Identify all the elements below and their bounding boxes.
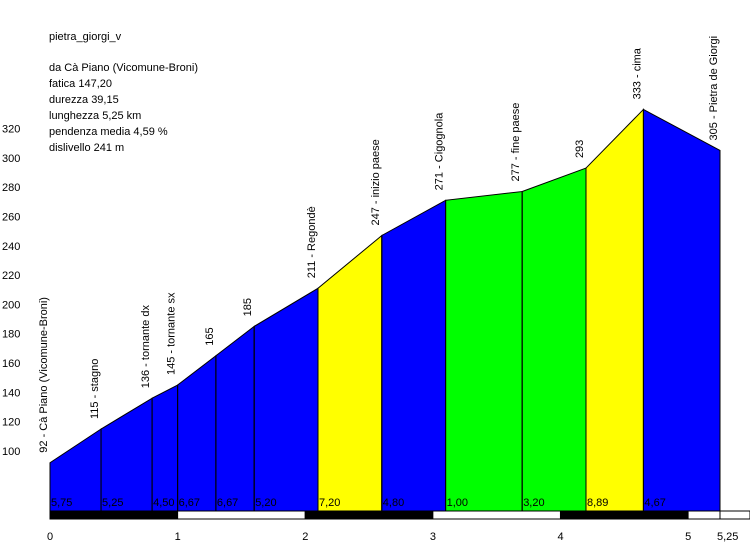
profile-segment [100,397,153,512]
point-label: 293 [574,140,586,158]
y-tick-label: 140 [2,387,20,399]
y-tick-label: 280 [2,182,20,194]
segment-gradient-label: 6,67 [217,497,238,509]
profile-segment [381,199,447,512]
segment-gradient-label: 5,20 [255,497,276,509]
point-label: 145 - tornante sx [166,292,178,375]
segment-gradient-label: 6,67 [179,497,200,509]
y-tick-label: 260 [2,211,20,223]
x-tick-label: 3 [430,531,436,543]
segment-gradient-label: 1,00 [447,497,468,509]
y-tick-label: 200 [2,299,20,311]
profile-segment [445,190,523,512]
y-tick-label: 220 [2,270,20,282]
y-tick-label: 320 [2,123,20,135]
point-label: 185 [242,298,254,316]
scale-bar-block [304,510,434,520]
profile-segment [215,325,255,512]
profile-segment [642,108,721,512]
stats-block: da Cà Piano (Vicomune-Broni) fatica 147,… [49,60,198,156]
point-label: 165 [204,327,216,345]
y-tick-label: 160 [2,358,20,370]
x-tick-label: 5,25 [717,531,738,543]
scale-bar-block [559,510,689,520]
point-label: 277 - fine paese [510,103,522,182]
segment-gradient-label: 4,67 [644,497,665,509]
scale-bar-block [432,510,561,520]
segment-gradient-label: 3,20 [523,497,544,509]
stat-fatica: fatica 147,20 [49,78,112,90]
profile-segment [151,384,179,512]
stat-pendenza: pendenza media 4,59 % [49,126,168,138]
point-label: 247 - inizio paese [370,139,382,225]
y-tick-label: 120 [2,417,20,429]
y-tick-label: 300 [2,153,20,165]
point-label: 211 - Regondè [306,206,318,278]
segment-gradient-label: 5,75 [51,497,72,509]
profile-segment [177,354,217,512]
x-tick-label: 2 [302,531,308,543]
scale-bar-block [49,510,179,520]
profile-segment [253,287,319,512]
stat-start: da Cà Piano (Vicomune-Broni) [49,62,198,74]
y-tick-label: 180 [2,329,20,341]
point-label: 271 - Cigognola [434,112,446,191]
chart-title: pietra_giorgi_v [49,31,122,43]
point-label: 115 - stagno [89,359,101,419]
point-label: 305 - Pietra de Giorgi [708,36,720,141]
profile-segment [521,167,587,512]
x-tick-label: 0 [47,531,53,543]
point-label: 333 - cima [631,47,643,99]
point-label: 92 - Cà Piano (Vicomune-Broni) [38,297,50,453]
stat-durezza: durezza 39,15 [49,94,119,106]
scale-bar-block [177,510,306,520]
segment-gradient-label: 8,89 [587,497,608,509]
y-tick-label: 100 [2,446,20,458]
segment-gradient-label: 4,50 [153,497,174,509]
y-tick-label: 240 [2,241,20,253]
point-label: 136 - tornante dx [140,305,152,389]
segment-gradient-label: 4,80 [383,497,404,509]
scale-bar-block [687,510,721,520]
segment-gradient-label: 5,25 [102,497,123,509]
profile-segment [585,108,644,512]
profile-segment [317,234,383,512]
x-tick-label: 1 [175,531,181,543]
x-tick-label: 5 [685,531,691,543]
segment-gradient-label: 7,20 [319,497,340,509]
stat-lunghezza: lunghezza 5,25 km [49,110,142,122]
stat-dislivello: dislivello 241 m [49,142,125,154]
x-tick-label: 4 [557,531,563,543]
